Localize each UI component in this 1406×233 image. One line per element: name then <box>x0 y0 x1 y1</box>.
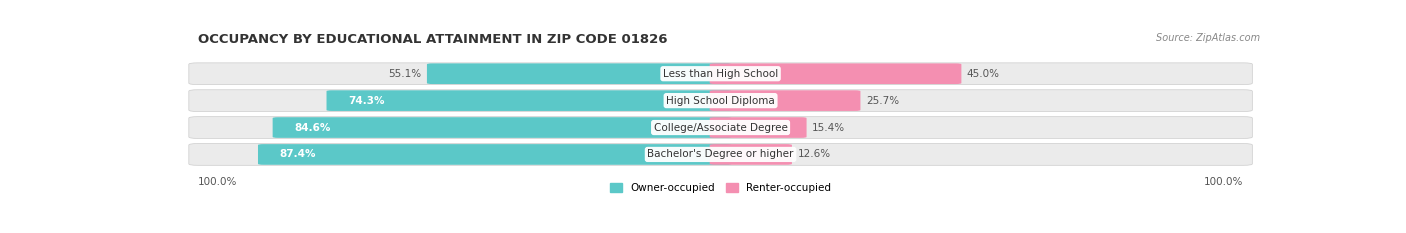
Text: 74.3%: 74.3% <box>349 96 385 106</box>
FancyBboxPatch shape <box>188 117 1253 138</box>
Text: 12.6%: 12.6% <box>797 149 831 159</box>
Text: 25.7%: 25.7% <box>866 96 898 106</box>
FancyBboxPatch shape <box>710 90 860 111</box>
FancyBboxPatch shape <box>188 63 1253 85</box>
Text: 55.1%: 55.1% <box>388 69 422 79</box>
FancyBboxPatch shape <box>257 144 731 165</box>
Legend: Owner-occupied, Renter-occupied: Owner-occupied, Renter-occupied <box>610 183 831 193</box>
Text: Less than High School: Less than High School <box>664 69 778 79</box>
Text: 100.0%: 100.0% <box>1204 177 1244 187</box>
FancyBboxPatch shape <box>710 117 807 138</box>
Text: College/Associate Degree: College/Associate Degree <box>654 123 787 133</box>
Text: OCCUPANCY BY EDUCATIONAL ATTAINMENT IN ZIP CODE 01826: OCCUPANCY BY EDUCATIONAL ATTAINMENT IN Z… <box>197 33 666 46</box>
FancyBboxPatch shape <box>710 63 962 84</box>
Text: Bachelor's Degree or higher: Bachelor's Degree or higher <box>647 149 794 159</box>
FancyBboxPatch shape <box>188 90 1253 111</box>
FancyBboxPatch shape <box>326 90 731 111</box>
Text: High School Diploma: High School Diploma <box>666 96 775 106</box>
Text: Source: ZipAtlas.com: Source: ZipAtlas.com <box>1156 33 1260 43</box>
Text: 84.6%: 84.6% <box>294 123 330 133</box>
Text: 87.4%: 87.4% <box>280 149 316 159</box>
FancyBboxPatch shape <box>710 144 792 165</box>
FancyBboxPatch shape <box>427 63 731 84</box>
FancyBboxPatch shape <box>273 117 731 138</box>
Text: 45.0%: 45.0% <box>967 69 1000 79</box>
FancyBboxPatch shape <box>188 144 1253 165</box>
Text: 15.4%: 15.4% <box>813 123 845 133</box>
Text: 100.0%: 100.0% <box>197 177 238 187</box>
